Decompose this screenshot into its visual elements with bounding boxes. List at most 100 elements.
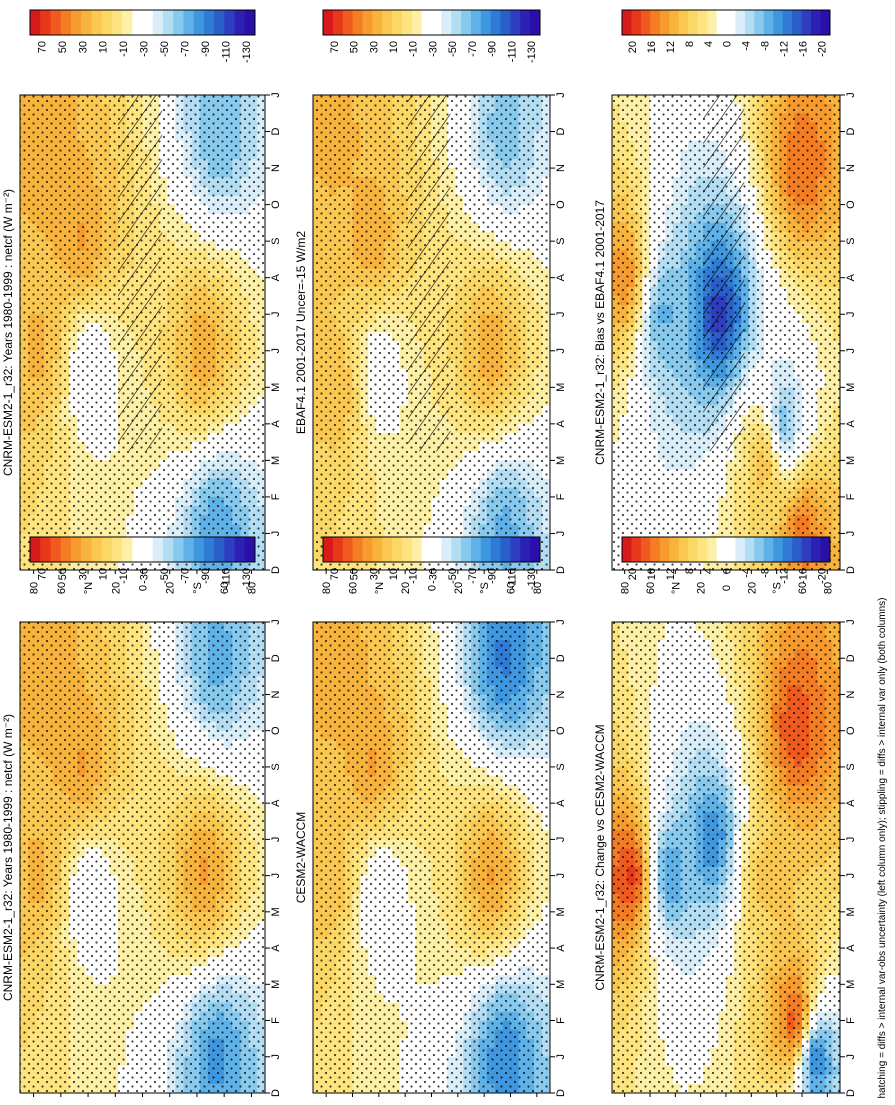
month-label: F: [270, 493, 282, 500]
panel-2: DJFMAMJJASONDJ8060°N20020°S6080CNRM-ESM2…: [1, 536, 282, 1105]
colorbar-swatch: [142, 10, 154, 35]
colorbar-swatch: [60, 10, 72, 35]
colorbar-swatch: [193, 10, 205, 35]
lat-label: °S: [479, 582, 491, 594]
colorbar-swatch: [142, 537, 154, 562]
panel-title: CNRM-ESM2-1_r32: Years 1980-1999 : netcf…: [1, 189, 15, 476]
hatching-overlay: [118, 95, 163, 452]
lat-label: 60: [219, 582, 231, 594]
colorbar-swatch: [173, 10, 184, 35]
colorbar-swatch: [50, 10, 62, 35]
month-label: A: [270, 420, 282, 428]
colorbar-swatch: [40, 537, 51, 562]
colorbar-swatch: [470, 10, 482, 35]
colorbar-label: -130: [241, 568, 253, 590]
colorbar-swatch: [91, 537, 103, 562]
colorbar-swatch: [132, 10, 143, 35]
colorbar-swatch: [70, 537, 82, 562]
month-label: F: [270, 1017, 282, 1024]
colorbar-label: -110: [220, 568, 232, 589]
month-label: N: [270, 164, 282, 172]
colorbar-swatch: [101, 10, 113, 35]
month-label: M: [270, 456, 282, 465]
colorbar-swatch: [510, 10, 521, 35]
month-label: M: [270, 980, 282, 989]
month-label: A: [555, 420, 567, 428]
lat-label: 20: [110, 582, 122, 594]
month-label: J: [270, 837, 282, 843]
colorbar-label: -70: [180, 568, 192, 584]
colorbar-swatch: [50, 537, 62, 562]
colorbar-label: -130: [241, 41, 253, 63]
stippling-overlay: [20, 622, 265, 1093]
colorbar-swatch: [203, 10, 215, 35]
field-cells: [313, 622, 550, 1093]
colorbar-label: 70: [36, 41, 48, 53]
month-label: A: [555, 273, 567, 281]
field-cells: [313, 95, 550, 570]
colorbar-label: 70: [329, 41, 341, 53]
lat-label: 60: [506, 582, 518, 594]
month-label: D: [270, 128, 282, 136]
colorbar-swatch: [183, 10, 195, 35]
colorbar-swatch: [91, 10, 103, 35]
month-label: J: [270, 873, 282, 879]
colorbar-swatch: [490, 10, 502, 35]
field-cells: [20, 95, 265, 570]
lat-label: 80: [29, 582, 41, 594]
colorbar-swatch: [431, 10, 442, 35]
colorbar-label: 50: [57, 41, 69, 53]
colorbar-swatch: [111, 537, 123, 562]
colorbar-swatch: [111, 10, 123, 35]
colorbar-label: 30: [368, 41, 380, 53]
colorbar-label: -30: [139, 568, 151, 584]
colorbar-label: 30: [77, 41, 89, 53]
colorbar-swatch: [352, 10, 363, 35]
month-label: S: [270, 763, 282, 770]
colorbar-swatch: [530, 10, 541, 35]
colorbar-swatch: [362, 10, 373, 35]
colorbar-label: -30: [427, 41, 439, 57]
colorbar-swatch: [342, 10, 354, 35]
lat-label: 80: [321, 582, 333, 594]
colorbar-swatch: [411, 10, 423, 35]
colorbar-swatch: [372, 10, 383, 35]
lat-label: °N: [374, 582, 386, 594]
colorbar-swatch: [70, 10, 82, 35]
month-label: D: [270, 566, 282, 574]
hatching-overlay: [407, 95, 451, 452]
colorbar-label: 10: [388, 41, 400, 53]
colorbar-swatch: [382, 10, 393, 35]
colorbar-swatch: [224, 537, 236, 562]
colorbar-swatch: [214, 537, 225, 562]
colorbar-swatch: [30, 10, 41, 35]
month-label: O: [555, 200, 567, 209]
colorbar-swatch: [30, 537, 41, 562]
colorbar: 70 50 30 10 -10 -30 -50 -70 -90 -110 -130: [29, 536, 256, 590]
month-label: J: [270, 92, 282, 98]
colorbar-label: 10: [98, 568, 110, 580]
colorbar-swatch: [234, 10, 246, 35]
month-label: O: [270, 200, 282, 209]
colorbar-label: -30: [139, 41, 151, 57]
colorbar-swatch: [152, 537, 164, 562]
colorbar-swatch: [234, 537, 246, 562]
month-label: O: [270, 726, 282, 735]
colorbar-label: -110: [506, 41, 518, 62]
colorbar-swatch: [122, 537, 133, 562]
colorbar-label: -50: [159, 41, 171, 57]
lat-label: 80: [532, 582, 544, 594]
month-label: D: [555, 566, 567, 574]
colorbar-swatch: [162, 537, 174, 562]
panel-title: EBAF4.1 2001-2017 Uncer=-15 W/m2: [294, 231, 308, 434]
colorbar-swatch: [173, 537, 184, 562]
colorbar-swatch: [500, 10, 511, 35]
month-label: A: [270, 944, 282, 952]
colorbar-label: -50: [159, 568, 171, 584]
colorbar: 70 50 30 10 -10 -30 -50 -70 -90 -110 -130: [322, 9, 541, 63]
month-label: A: [270, 273, 282, 281]
month-label: N: [270, 690, 282, 698]
colorbar-swatch: [332, 10, 344, 35]
